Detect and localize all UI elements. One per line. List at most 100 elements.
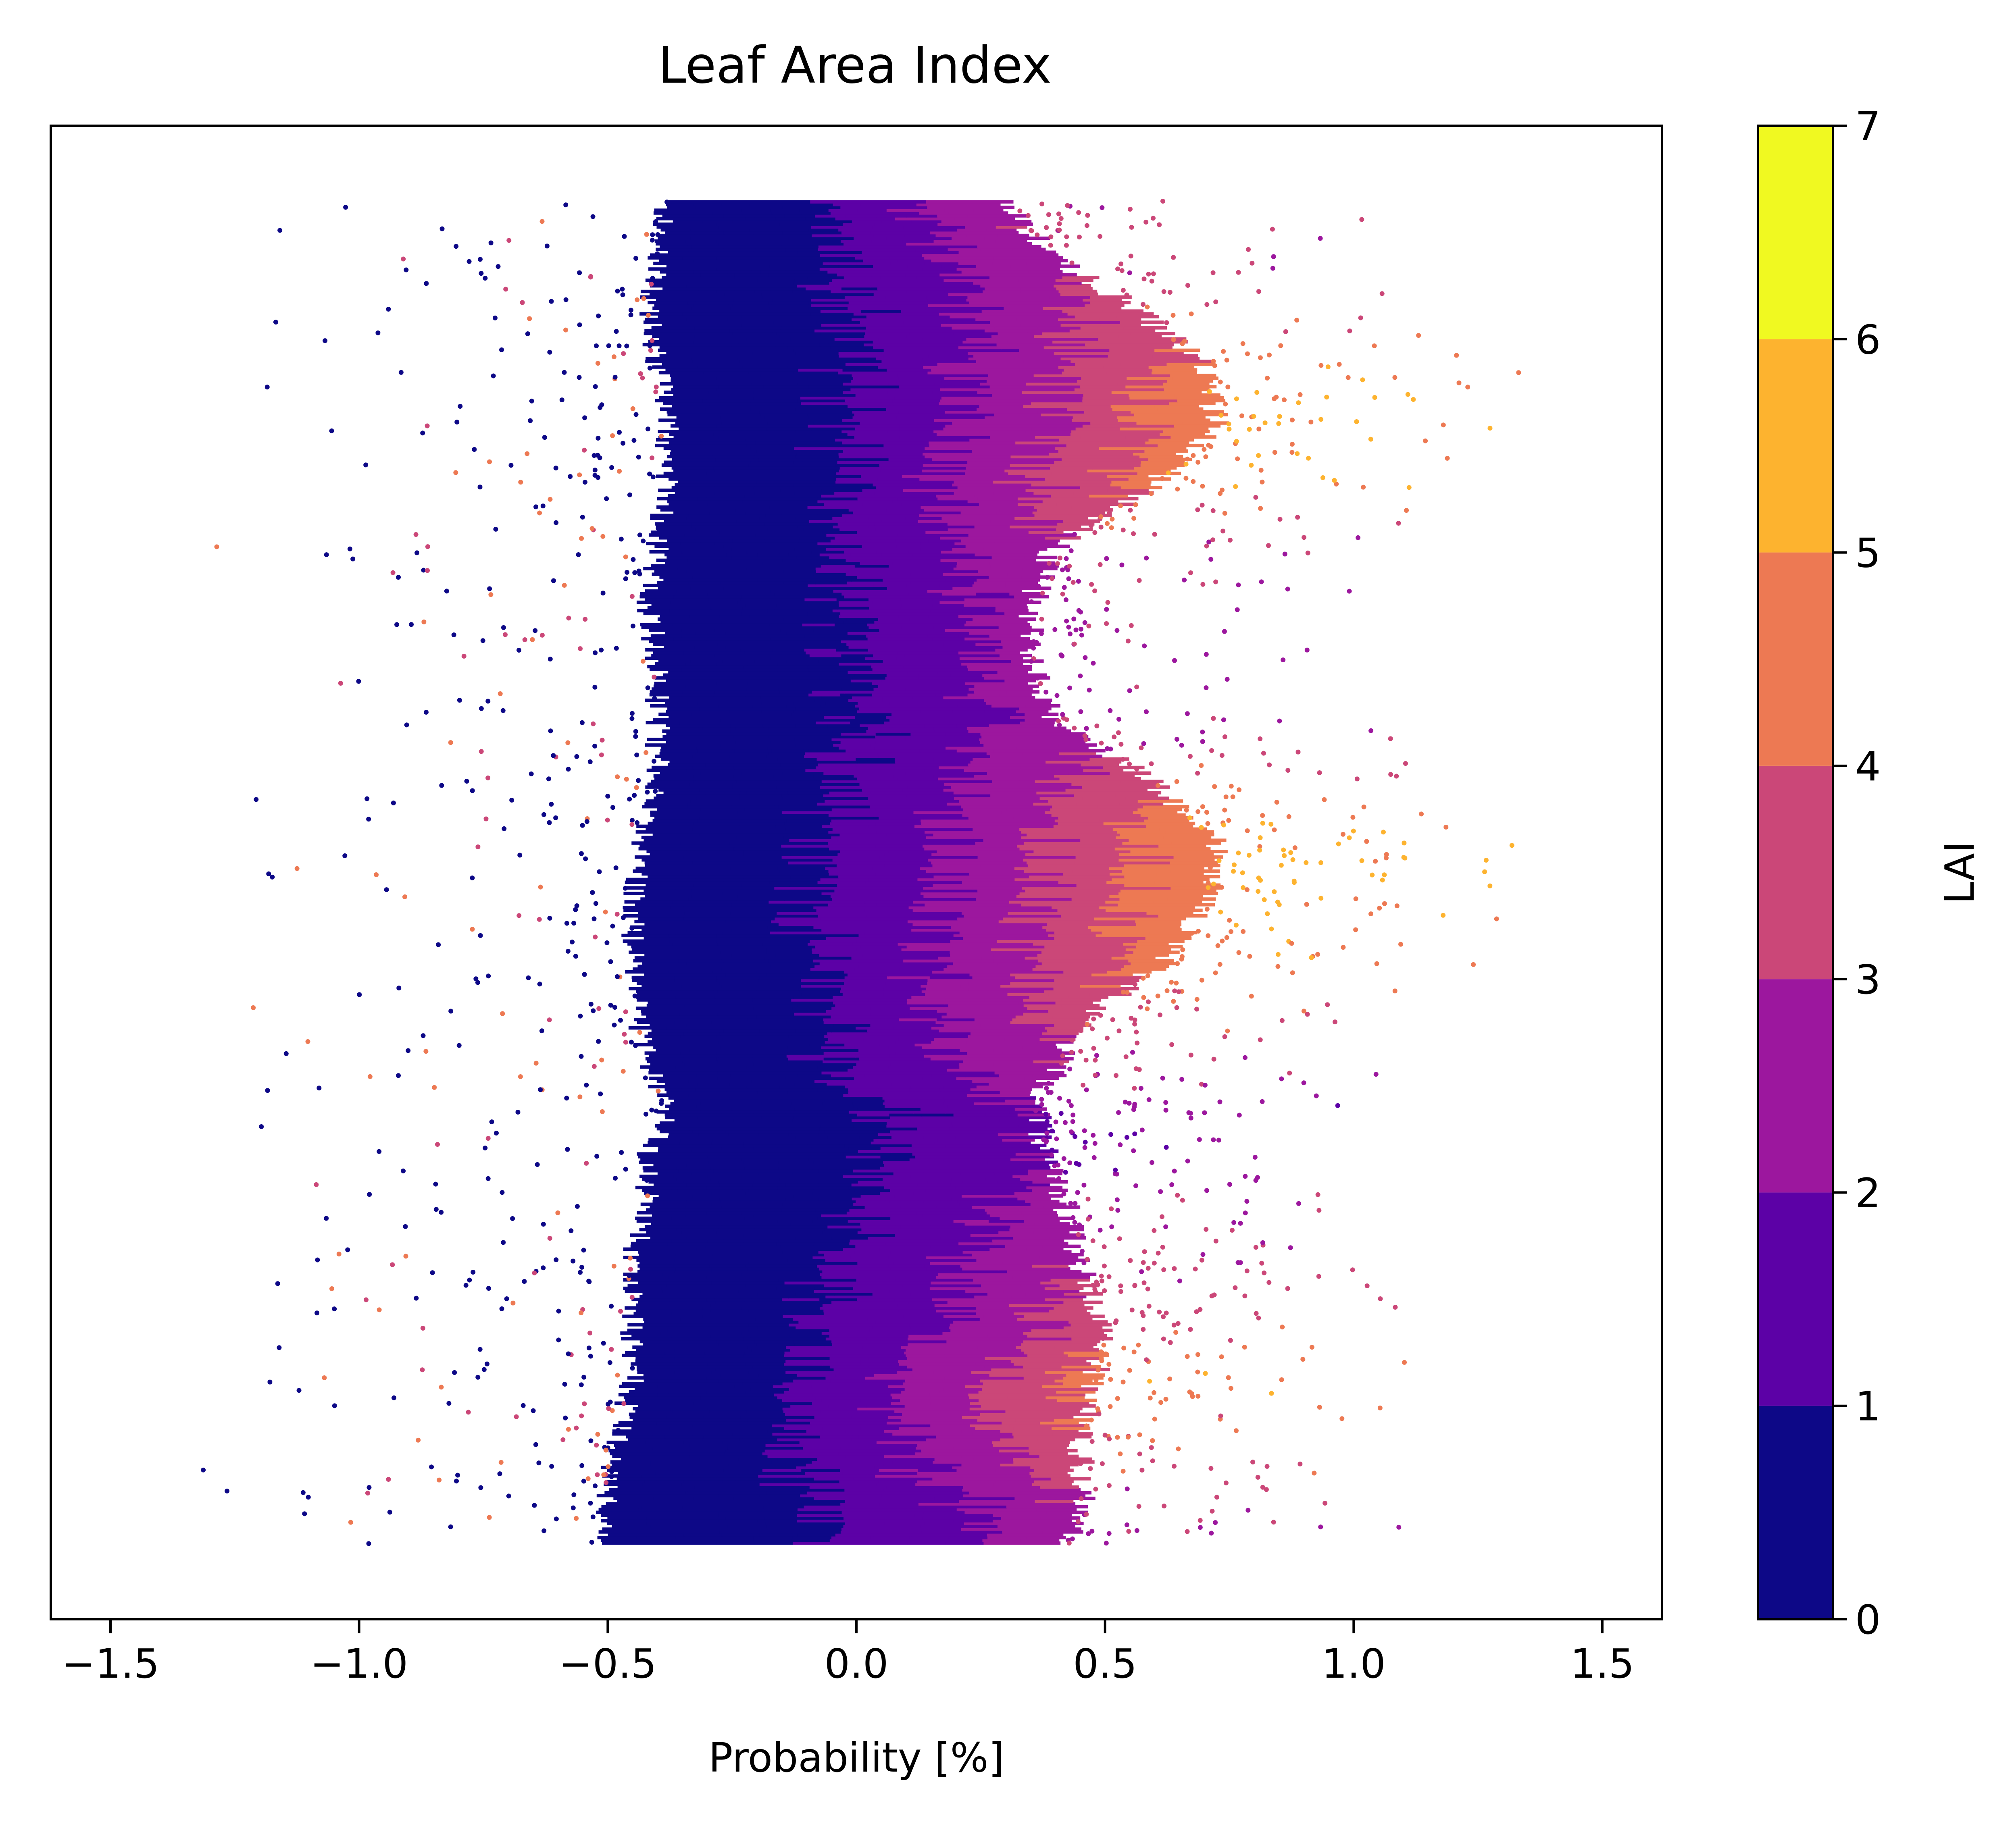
density-band (972, 1432, 1013, 1436)
density-band (943, 1102, 975, 1105)
density-band (623, 1395, 663, 1400)
density-band (684, 533, 721, 537)
density-band (629, 1390, 669, 1394)
density-band (1044, 1407, 1083, 1411)
density-band (967, 665, 1000, 669)
density-band (974, 1496, 1015, 1500)
density-band (822, 1362, 861, 1366)
density-band (875, 528, 912, 531)
density-band (1057, 975, 1101, 980)
density-band (721, 984, 762, 988)
density-band (648, 1085, 682, 1089)
density-band (781, 1273, 821, 1276)
density-band (621, 1337, 663, 1341)
density-band (848, 1185, 885, 1190)
density-band (758, 1513, 798, 1517)
density-band (837, 446, 882, 450)
density-band (1136, 928, 1182, 932)
density-band (1049, 1424, 1089, 1427)
density-band (962, 1530, 1003, 1534)
density-band (839, 1141, 872, 1145)
density-band (990, 995, 1030, 999)
density-band (1158, 914, 1208, 918)
density-band (829, 1539, 868, 1542)
density-band (917, 1163, 951, 1167)
density-band (928, 897, 977, 901)
density-band (913, 570, 946, 573)
density-band (1041, 950, 1088, 954)
density-band (721, 1222, 756, 1226)
density-band (831, 819, 877, 823)
density-band (752, 1051, 789, 1055)
density-band (675, 1365, 715, 1368)
density-band (872, 668, 905, 672)
density-band (674, 1348, 714, 1352)
density-band (687, 1449, 727, 1453)
density-band (905, 1093, 937, 1097)
density-band (889, 1200, 924, 1203)
density-band (1170, 861, 1218, 865)
density-band (995, 1202, 1031, 1206)
density-band (1020, 1177, 1055, 1181)
density-band (1053, 987, 1097, 991)
density-band (1148, 438, 1194, 442)
density-band (1031, 749, 1068, 753)
density-band (623, 906, 671, 909)
density-band (846, 1166, 881, 1170)
density-band (946, 1365, 985, 1368)
density-band (747, 682, 779, 685)
density-band (1002, 922, 1048, 926)
density-band (873, 653, 905, 657)
density-band (735, 508, 774, 512)
density-band (906, 584, 940, 587)
density-band (740, 1415, 778, 1419)
density-band (710, 477, 753, 481)
density-band (894, 396, 942, 400)
density-band (760, 992, 802, 996)
density-band (1004, 558, 1036, 562)
density-band (823, 1057, 860, 1061)
density-band (989, 1129, 1023, 1133)
density-band (935, 693, 968, 697)
density-band (833, 1001, 871, 1005)
density-band (810, 1421, 849, 1425)
density-band (1012, 1017, 1051, 1021)
density-band (848, 1219, 884, 1223)
density-band (780, 903, 829, 907)
density-band (941, 690, 975, 694)
density-band (788, 1180, 824, 1184)
density-band (774, 1477, 815, 1481)
density-band (767, 1454, 807, 1458)
density-band (932, 390, 978, 394)
density-band (941, 1412, 981, 1416)
density-band (977, 889, 1026, 892)
density-band (1058, 816, 1104, 820)
density-band (1167, 897, 1216, 901)
density-band (638, 1508, 679, 1512)
density-band (787, 1051, 825, 1055)
density-band (1012, 446, 1056, 450)
density-band (962, 1194, 996, 1198)
density-band (641, 1474, 681, 1478)
density-band (860, 1371, 898, 1374)
density-band (1071, 430, 1118, 433)
density-band (658, 788, 700, 792)
density-band (1093, 981, 1135, 985)
density-band (728, 522, 765, 526)
density-band (848, 670, 879, 674)
density-band (844, 595, 879, 599)
density-band (787, 889, 835, 892)
density-band (814, 1177, 849, 1181)
density-band (1102, 931, 1150, 935)
density-band (864, 589, 897, 593)
density-band (999, 1073, 1033, 1077)
density-band (1025, 718, 1059, 722)
density-band (835, 472, 880, 475)
density-band (944, 1099, 975, 1102)
density-band (825, 701, 858, 705)
density-band (967, 460, 1012, 464)
density-band (725, 1129, 759, 1133)
density-band (1034, 1267, 1070, 1271)
density-band (746, 1412, 786, 1416)
density-band (666, 1090, 698, 1094)
